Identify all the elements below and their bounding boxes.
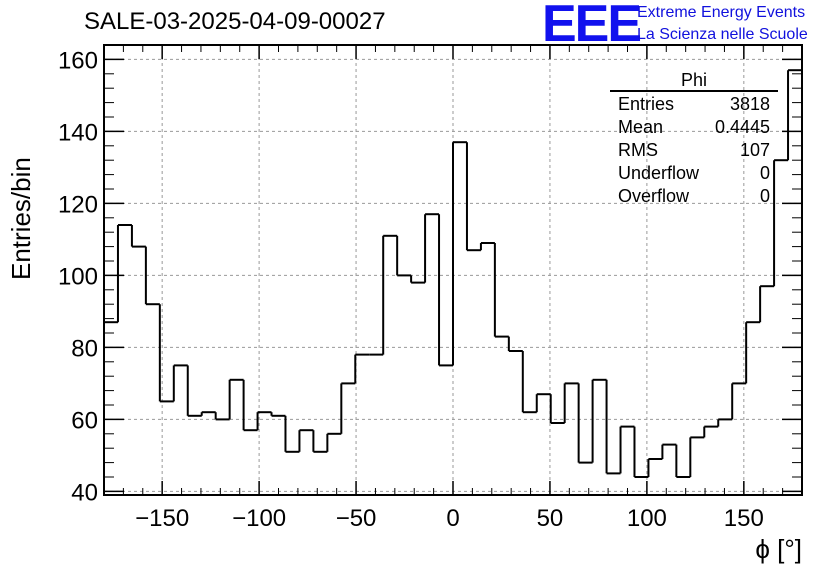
x-tick-label: −150 <box>135 505 189 532</box>
y-tick-label: 120 <box>58 191 98 218</box>
x-tick-label: 0 <box>446 505 459 532</box>
x-tick-label: −50 <box>336 505 377 532</box>
x-axis-ticks: −150 −100 −50 0 50 100 150 <box>103 45 803 532</box>
plot-title: SALE-03-2025-04-09-00027 <box>84 8 386 35</box>
stats-label: RMS <box>618 140 658 160</box>
stats-value: 0 <box>759 163 770 183</box>
y-tick-label: 140 <box>58 119 98 146</box>
y-tick-label: 160 <box>58 47 98 74</box>
stats-value: 0.4445 <box>714 117 770 137</box>
x-tick-label: 50 <box>537 505 564 532</box>
stats-row-entries: Entries 3818 <box>610 93 778 116</box>
stats-row-mean: Mean 0.4445 <box>610 116 778 139</box>
y-tick-label: 100 <box>58 263 98 290</box>
stats-label: Overflow <box>618 186 690 206</box>
stats-title: Phi <box>610 68 778 92</box>
x-axis-label: ϕ [°] <box>755 534 802 564</box>
y-axis-label: Entries/bin <box>6 157 36 280</box>
stats-label: Underflow <box>618 163 700 183</box>
y-tick-label: 40 <box>71 479 98 506</box>
stats-box: Phi Entries 3818 Mean 0.4445 RMS 107 Und… <box>610 68 778 208</box>
plot-frame <box>103 44 803 496</box>
x-tick-label: −100 <box>232 505 286 532</box>
y-tick-label: 60 <box>71 407 98 434</box>
stats-label: Entries <box>618 94 675 114</box>
stats-row-rms: RMS 107 <box>610 139 778 162</box>
y-tick-label: 80 <box>71 335 98 362</box>
stats-label: Mean <box>618 117 664 137</box>
y-axis-ticks: 40 60 80 100 120 140 160 <box>58 44 802 506</box>
logo-subtitle-2: La Scienza nelle Scuole <box>637 26 808 43</box>
stats-row-underflow: Underflow 0 <box>610 162 778 185</box>
eee-logo: EEE <box>542 0 642 53</box>
logo-subtitle-1: Extreme Energy Events <box>637 4 806 21</box>
stats-value: 3818 <box>729 94 770 114</box>
stats-value: 107 <box>739 140 770 160</box>
stats-value: 0 <box>759 186 770 206</box>
stats-row-overflow: Overflow 0 <box>610 185 778 208</box>
x-tick-label: 150 <box>724 505 764 532</box>
x-tick-label: 100 <box>627 505 667 532</box>
histogram-bins <box>104 69 802 478</box>
